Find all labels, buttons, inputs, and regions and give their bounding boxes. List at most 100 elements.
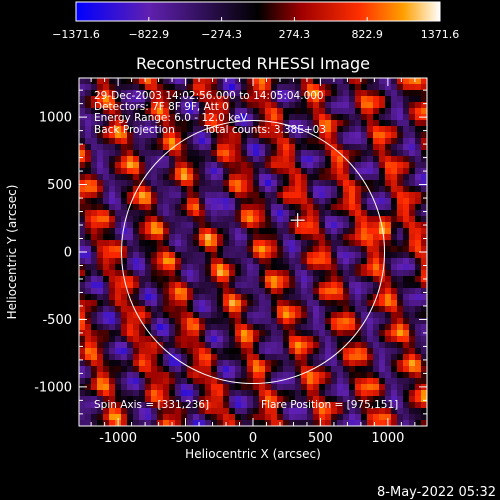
heatmap-cell — [337, 312, 344, 319]
heatmap-cell — [91, 252, 98, 259]
heatmap-cell — [157, 108, 164, 115]
heatmap-cell — [121, 192, 128, 199]
heatmap-cell — [331, 144, 338, 151]
heatmap-cell — [97, 276, 104, 283]
heatmap-cell — [175, 264, 182, 271]
heatmap-cell — [301, 168, 308, 175]
heatmap-cell — [151, 228, 158, 235]
heatmap-cell — [235, 258, 242, 265]
heatmap-cell — [115, 114, 122, 121]
heatmap-cell — [313, 240, 320, 247]
heatmap-cell — [331, 300, 338, 307]
heatmap-cell — [391, 336, 398, 343]
heatmap-cell — [163, 174, 170, 181]
heatmap-cell — [79, 288, 86, 295]
heatmap-cell — [127, 156, 134, 163]
heatmap-cell — [295, 282, 302, 289]
heatmap-cell — [379, 396, 386, 403]
annotation-detectors: Detectors: 7F 8F 9F, Att 0 — [94, 101, 229, 113]
heatmap-cell — [361, 360, 368, 367]
heatmap-cell — [85, 330, 92, 337]
heatmap-cell — [265, 396, 272, 403]
heatmap-cell — [319, 186, 326, 193]
heatmap-cell — [283, 336, 290, 343]
heatmap-cell — [151, 264, 158, 271]
heatmap-cell — [217, 210, 224, 217]
heatmap-cell — [283, 372, 290, 379]
heatmap-cell — [325, 348, 332, 355]
heatmap-cell — [241, 366, 248, 373]
heatmap-cell — [103, 372, 110, 379]
heatmap-cell — [133, 144, 140, 151]
heatmap-cell — [313, 228, 320, 235]
heatmap-cell — [151, 192, 158, 199]
heatmap-cell — [379, 210, 386, 217]
heatmap-cell — [343, 354, 350, 361]
heatmap-cell — [175, 96, 182, 103]
heatmap-cell — [211, 312, 218, 319]
heatmap-cell — [187, 234, 194, 241]
heatmap-cell — [205, 348, 212, 355]
heatmap-cell — [211, 150, 218, 157]
heatmap-cell — [259, 240, 266, 247]
heatmap-cell — [163, 180, 170, 187]
heatmap-cell — [307, 114, 314, 121]
heatmap-cell — [121, 372, 128, 379]
heatmap-cell — [223, 336, 230, 343]
heatmap-cell — [403, 144, 410, 151]
heatmap-cell — [91, 336, 98, 343]
heatmap-cell — [361, 240, 368, 247]
heatmap-cell — [163, 264, 170, 271]
heatmap-cell — [127, 330, 134, 337]
heatmap-cell — [331, 408, 338, 415]
heatmap-cell — [409, 174, 416, 181]
heatmap-cell — [259, 132, 266, 139]
heatmap-cell — [211, 138, 218, 145]
heatmap-cell — [253, 126, 260, 133]
heatmap-cell — [409, 324, 416, 331]
heatmap-cell — [91, 324, 98, 331]
heatmap-cell — [187, 114, 194, 121]
heatmap-cell — [103, 402, 110, 409]
heatmap-cell — [109, 324, 116, 331]
heatmap-cell — [349, 288, 356, 295]
heatmap-cell — [163, 354, 170, 361]
heatmap-cell — [385, 288, 392, 295]
heatmap-cell — [313, 120, 320, 127]
heatmap-cell — [187, 144, 194, 151]
heatmap-cell — [103, 408, 110, 415]
heatmap-cell — [121, 84, 128, 91]
heatmap-cell — [145, 144, 152, 151]
heatmap-cell — [259, 228, 266, 235]
heatmap-cell — [247, 366, 254, 373]
heatmap-cell — [79, 378, 86, 385]
heatmap-cell — [307, 174, 314, 181]
heatmap-cell — [175, 306, 182, 313]
heatmap-cell — [337, 384, 344, 391]
heatmap-cell — [409, 294, 416, 301]
heatmap-cell — [169, 318, 176, 325]
heatmap-cell — [121, 408, 128, 415]
heatmap-cell — [139, 162, 146, 169]
heatmap-cell — [151, 108, 158, 115]
heatmap-cell — [85, 156, 92, 163]
heatmap-cell — [415, 198, 422, 205]
heatmap-cell — [187, 324, 194, 331]
heatmap-cell — [133, 168, 140, 175]
heatmap-cell — [253, 120, 260, 127]
heatmap-cell — [319, 228, 326, 235]
heatmap-cell — [115, 162, 122, 169]
heatmap-cell — [271, 168, 278, 175]
heatmap-cell — [103, 210, 110, 217]
heatmap-cell — [157, 264, 164, 271]
heatmap-cell — [163, 186, 170, 193]
heatmap-cell — [271, 306, 278, 313]
heatmap-cell — [343, 366, 350, 373]
heatmap-cell — [181, 264, 188, 271]
heatmap-cell — [343, 204, 350, 211]
heatmap-cell — [85, 390, 92, 397]
heatmap-cell — [157, 126, 164, 133]
heatmap-cell — [373, 372, 380, 379]
heatmap-cell — [103, 96, 110, 103]
heatmap-cell — [253, 264, 260, 271]
